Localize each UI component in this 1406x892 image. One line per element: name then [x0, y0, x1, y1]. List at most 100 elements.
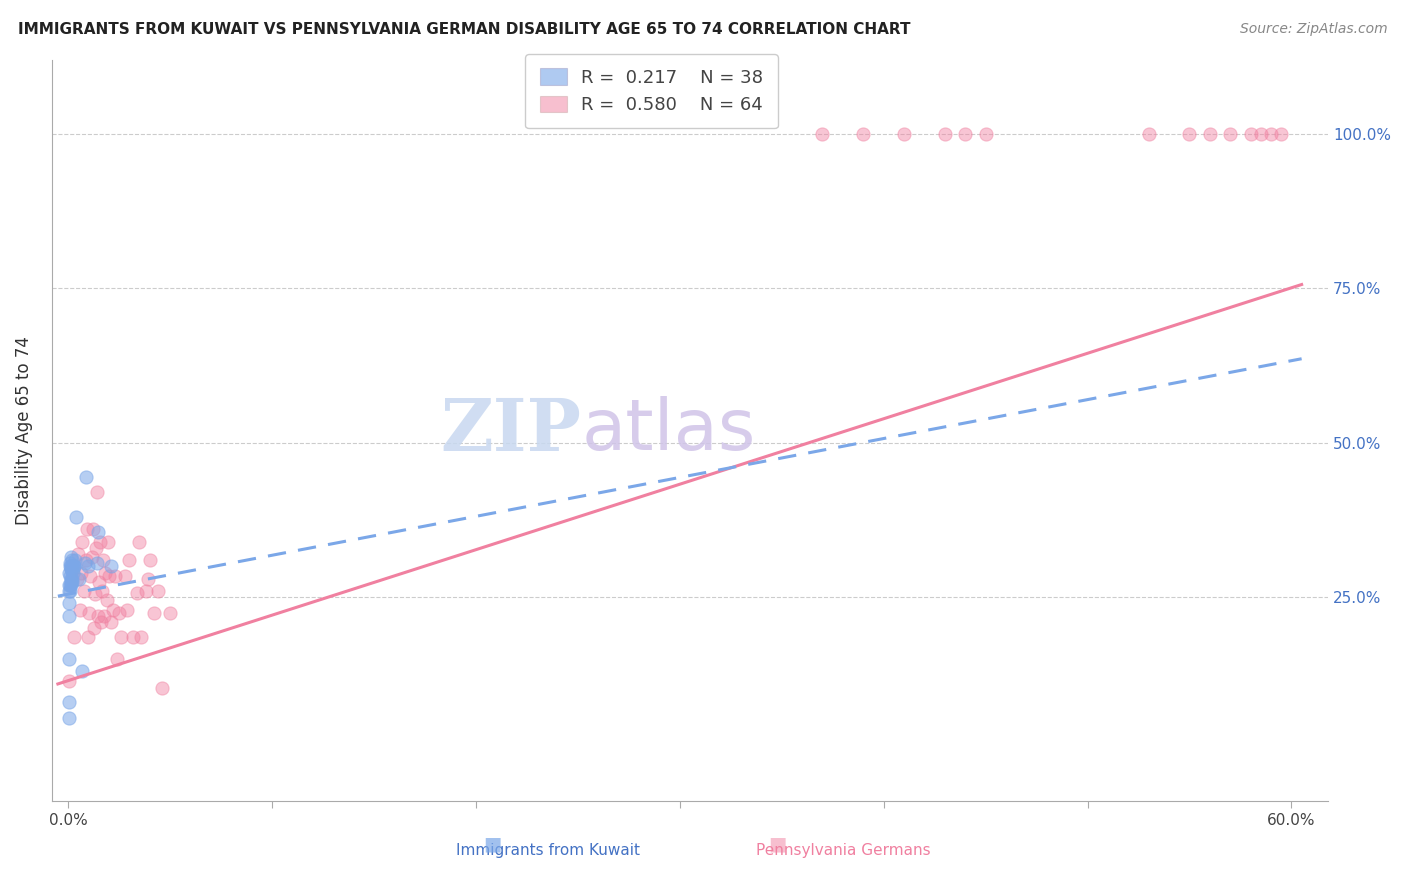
- Point: [128, 534, 150, 549]
- Text: ■: ■: [768, 835, 787, 854]
- Point: [75, 470, 97, 484]
- Point: [138, 553, 160, 567]
- Point: [58, 578, 80, 592]
- Point: [77, 559, 100, 574]
- Point: [58, 597, 80, 611]
- Point: [58, 711, 80, 725]
- Point: [118, 553, 141, 567]
- Point: [58, 673, 80, 688]
- Point: [146, 584, 169, 599]
- Point: [72, 665, 94, 679]
- Point: [811, 127, 834, 141]
- Point: [1137, 127, 1160, 141]
- Point: [62, 559, 84, 574]
- Y-axis label: Disability Age 65 to 74: Disability Age 65 to 74: [15, 336, 32, 524]
- Point: [59, 572, 82, 586]
- Point: [59, 557, 82, 571]
- Point: [62, 562, 84, 576]
- Point: [62, 566, 84, 580]
- Point: [73, 584, 96, 599]
- Point: [77, 631, 100, 645]
- Point: [65, 510, 87, 524]
- Point: [101, 602, 124, 616]
- Text: Source: ZipAtlas.com: Source: ZipAtlas.com: [1240, 22, 1388, 37]
- Point: [934, 127, 956, 141]
- Point: [59, 578, 82, 592]
- Point: [59, 578, 82, 592]
- Point: [974, 127, 997, 141]
- Point: [60, 553, 83, 567]
- Point: [1199, 127, 1222, 141]
- Point: [63, 559, 86, 574]
- Point: [100, 615, 122, 629]
- Point: [79, 606, 101, 620]
- Point: [60, 574, 83, 589]
- Point: [60, 572, 83, 586]
- Point: [59, 559, 82, 574]
- Point: [953, 127, 976, 141]
- Point: [79, 568, 101, 582]
- Point: [58, 652, 80, 666]
- Point: [1270, 127, 1292, 141]
- Point: [91, 553, 114, 567]
- Text: Pennsylvania Germans: Pennsylvania Germans: [756, 843, 931, 858]
- Point: [69, 602, 91, 616]
- Point: [893, 127, 915, 141]
- Text: Immigrants from Kuwait: Immigrants from Kuwait: [457, 843, 640, 858]
- Point: [94, 566, 117, 580]
- Point: [150, 681, 173, 695]
- Point: [84, 541, 107, 555]
- Point: [70, 566, 93, 580]
- Text: ■: ■: [482, 835, 502, 854]
- Point: [104, 568, 127, 582]
- Point: [60, 559, 83, 574]
- Point: [59, 562, 82, 576]
- Point: [76, 522, 98, 536]
- Point: [135, 584, 157, 599]
- Point: [1260, 127, 1282, 141]
- Point: [86, 485, 108, 500]
- Point: [83, 587, 105, 601]
- Point: [59, 584, 82, 599]
- Point: [136, 572, 159, 586]
- Point: [86, 557, 108, 571]
- Point: [87, 574, 110, 589]
- Point: [115, 602, 138, 616]
- Legend: R =  0.217    N = 38, R =  0.580    N = 64: R = 0.217 N = 38, R = 0.580 N = 64: [526, 54, 778, 128]
- Point: [127, 586, 149, 600]
- Text: atlas: atlas: [582, 396, 756, 465]
- Point: [1240, 127, 1263, 141]
- Point: [1178, 127, 1201, 141]
- Point: [75, 553, 97, 567]
- Point: [142, 606, 165, 620]
- Point: [1219, 127, 1241, 141]
- Point: [80, 550, 103, 565]
- Text: ZIP: ZIP: [440, 395, 582, 466]
- Point: [131, 631, 153, 645]
- Point: [59, 559, 82, 574]
- Point: [75, 557, 97, 571]
- Point: [159, 606, 181, 620]
- Point: [59, 568, 82, 582]
- Point: [60, 574, 83, 589]
- Point: [90, 584, 112, 599]
- Point: [67, 572, 90, 586]
- Point: [100, 559, 122, 574]
- Point: [66, 572, 89, 586]
- Point: [58, 566, 80, 580]
- Point: [108, 606, 131, 620]
- Point: [82, 522, 104, 536]
- Point: [60, 562, 83, 576]
- Text: IMMIGRANTS FROM KUWAIT VS PENNSYLVANIA GERMAN DISABILITY AGE 65 TO 74 CORRELATIO: IMMIGRANTS FROM KUWAIT VS PENNSYLVANIA G…: [18, 22, 911, 37]
- Point: [96, 593, 118, 607]
- Point: [97, 568, 120, 582]
- Point: [97, 534, 120, 549]
- Point: [72, 534, 94, 549]
- Point: [852, 127, 875, 141]
- Point: [60, 550, 83, 565]
- Point: [105, 652, 128, 666]
- Point: [63, 631, 86, 645]
- Point: [58, 608, 80, 623]
- Point: [110, 631, 132, 645]
- Point: [1250, 127, 1272, 141]
